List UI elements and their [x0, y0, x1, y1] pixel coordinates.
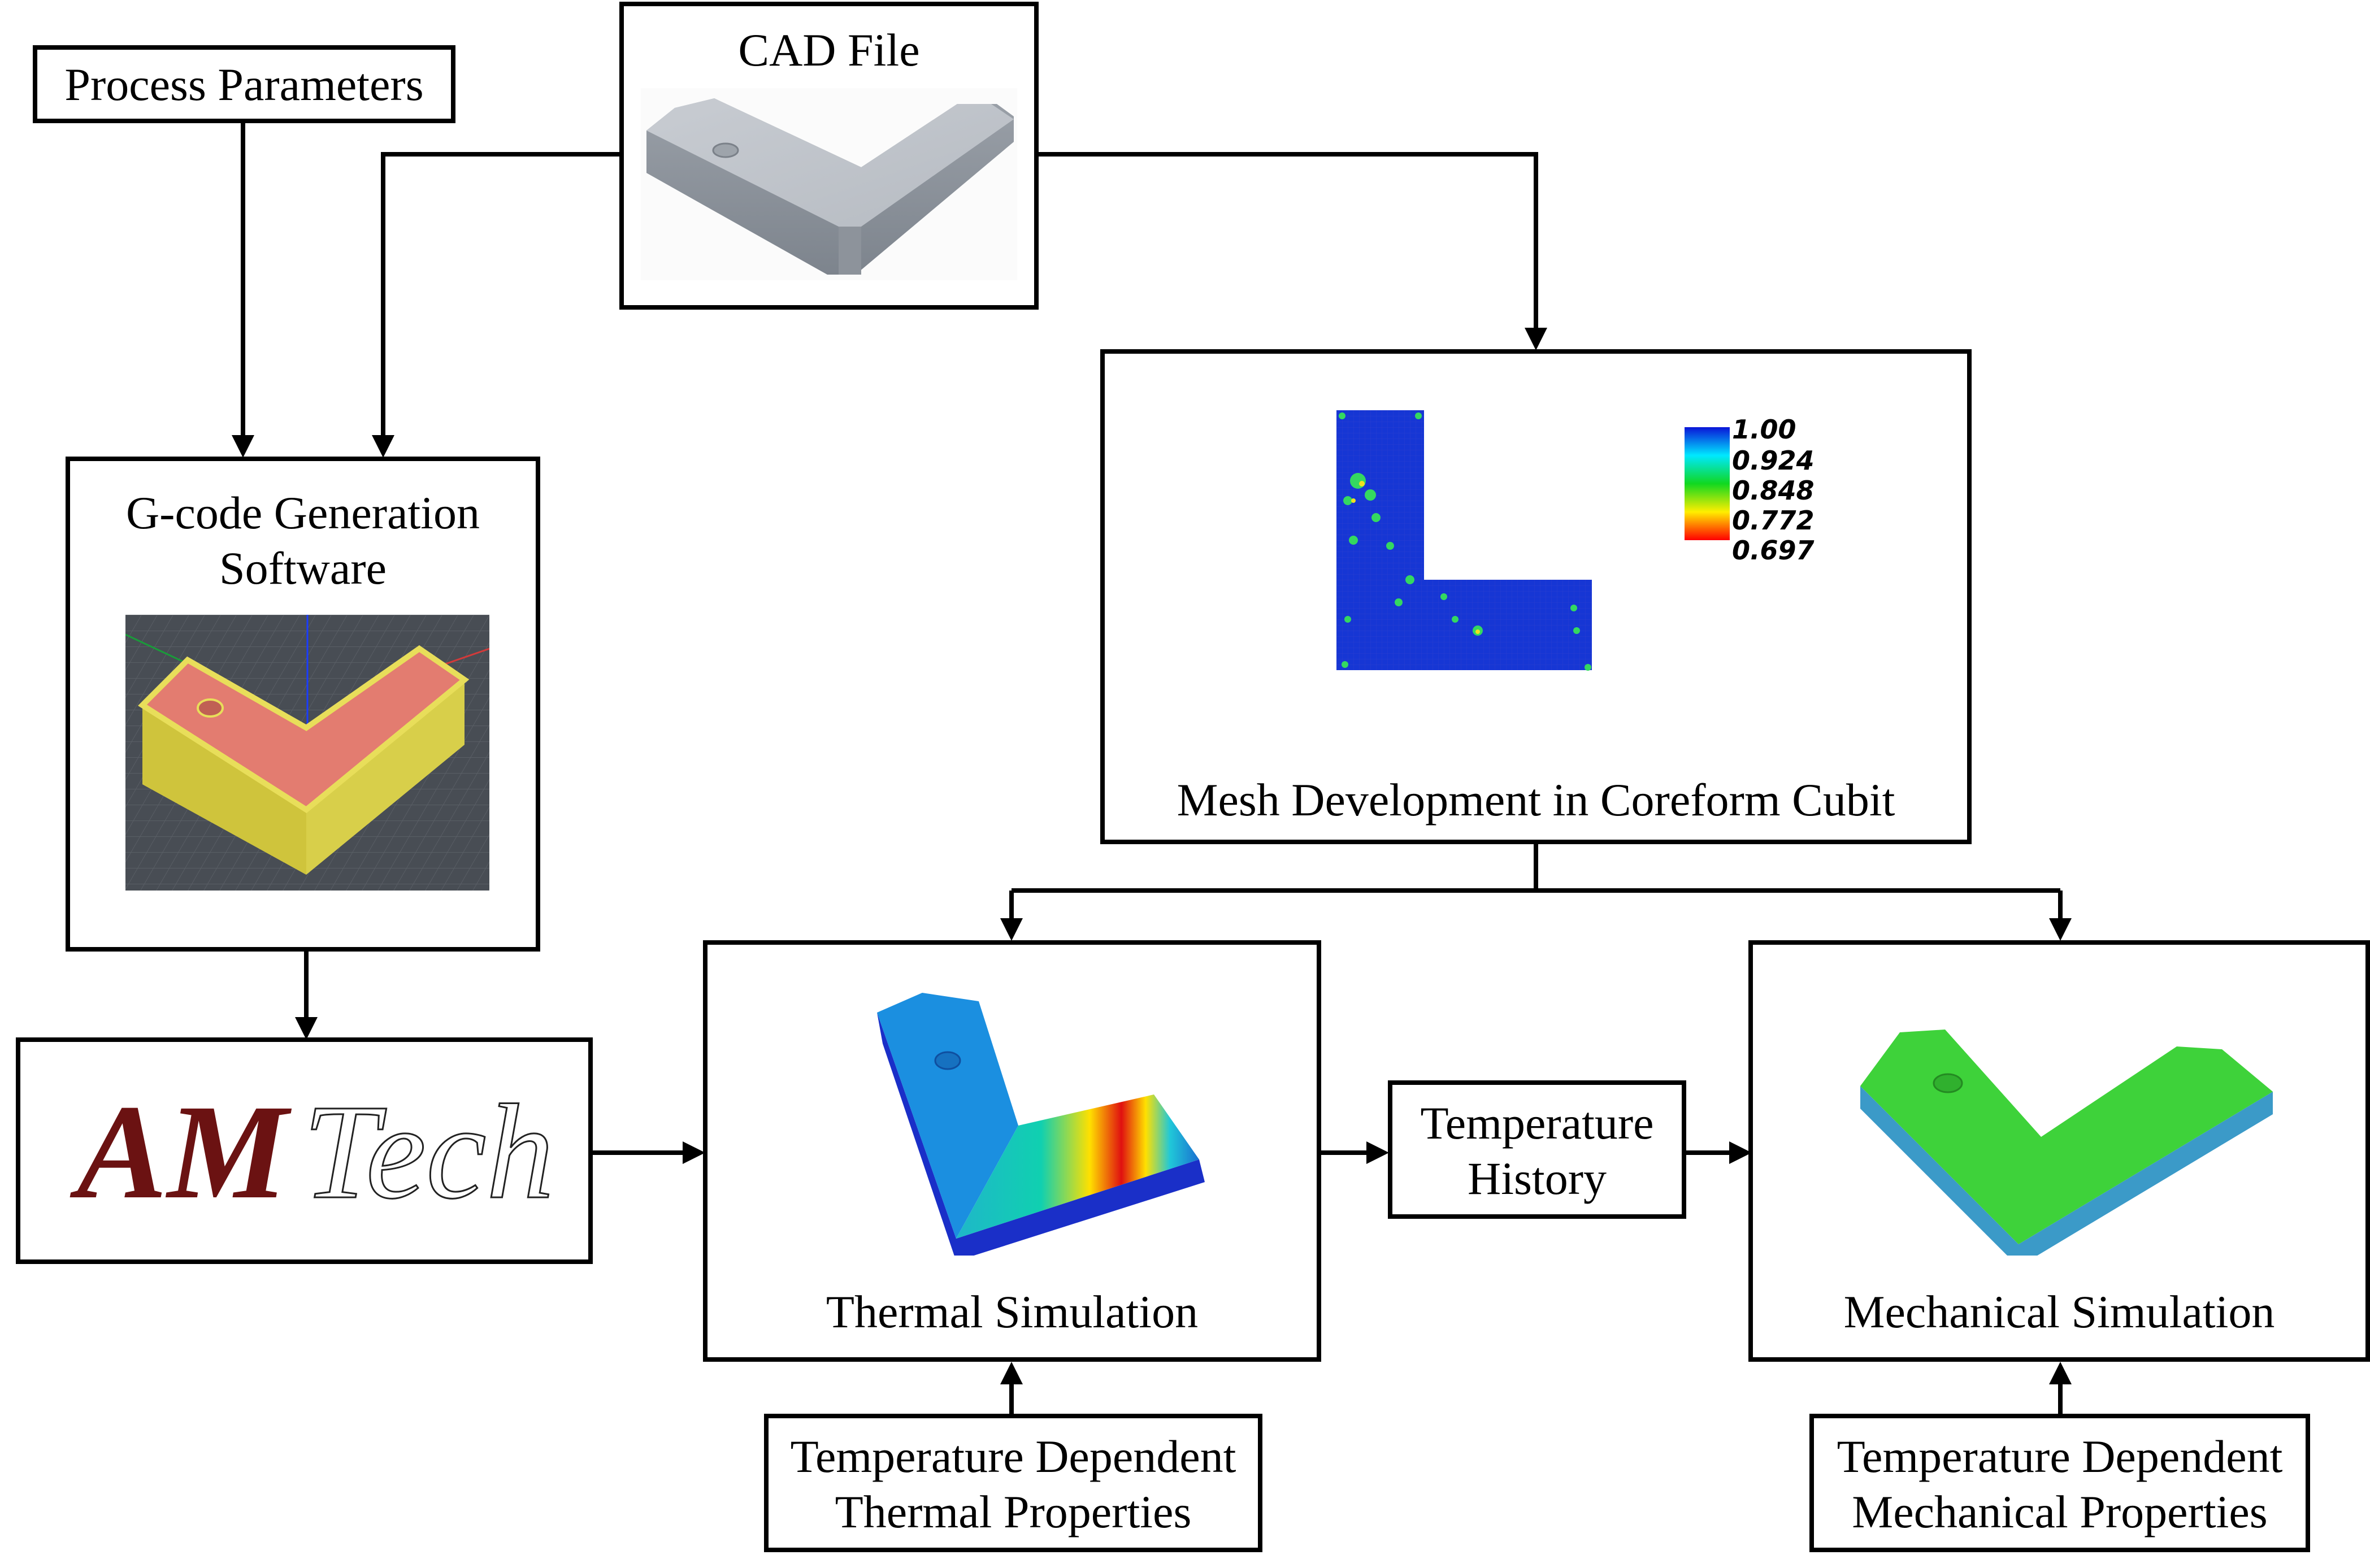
temperature-history-label-line1: Temperature — [1420, 1097, 1654, 1149]
mechanical-node: Mechanical Simulation — [1748, 940, 2370, 1362]
gcode-label-line2: Software — [219, 542, 387, 594]
temperature-history-label-line2: History — [1468, 1153, 1607, 1204]
gcode-label-line1: G-code Generation — [125, 487, 480, 538]
arrowhead — [372, 435, 394, 458]
cad-file-label: CAD File — [738, 24, 920, 76]
arrowhead — [2049, 918, 2072, 941]
colorbar-label-1: 1.00 — [1732, 414, 1796, 445]
mechanical-properties-label-line1: Temperature Dependent — [1837, 1431, 2283, 1482]
arrowhead — [1000, 1362, 1023, 1384]
edge-mesh-split — [1009, 842, 2063, 918]
edge-cad-to-gcode — [381, 152, 619, 435]
process-parameters-node: Process Parameters — [33, 45, 455, 123]
amtech-node: AM Tech — [16, 1037, 593, 1264]
mechanical-sim-image — [1860, 1030, 2273, 1256]
colorbar-label-5: 0.697 — [1732, 535, 1815, 566]
arrowhead — [1000, 918, 1023, 941]
gcode-node: G-code Generation Software — [66, 457, 540, 952]
arrowhead — [683, 1141, 705, 1164]
cad-file-node: CAD File — [619, 2, 1039, 310]
thermal-label: Thermal Simulation — [826, 1286, 1199, 1337]
thermal-properties-label-line2: Thermal Properties — [835, 1486, 1192, 1537]
mesh-label: Mesh Development in Coreform Cubit — [1177, 774, 1895, 826]
amtech-logo-am: AM — [70, 1076, 292, 1227]
cad-part-image — [641, 88, 1017, 280]
mechanical-properties-label-line2: Mechanical Properties — [1852, 1486, 2268, 1537]
arrowhead — [1729, 1141, 1752, 1164]
colorbar-label-4: 0.772 — [1732, 505, 1815, 536]
process-parameters-label: Process Parameters — [64, 59, 424, 110]
colorbar-label-2: 0.924 — [1732, 445, 1815, 476]
slicer-preview-image — [125, 615, 489, 891]
mechanical-label: Mechanical Simulation — [1843, 1286, 2275, 1337]
arrowhead — [232, 435, 254, 458]
colorbar-label-3: 0.848 — [1732, 475, 1815, 506]
mechanical-properties-node: Temperature Dependent Mechanical Propert… — [1809, 1414, 2310, 1552]
thermal-properties-label-line1: Temperature Dependent — [790, 1431, 1236, 1482]
arrowhead — [2049, 1362, 2072, 1384]
arrowhead — [295, 1017, 318, 1040]
thermal-node: Thermal Simulation — [703, 940, 1321, 1362]
thermal-sim-image — [877, 993, 1205, 1256]
edge-cad-to-mesh — [1037, 152, 1538, 328]
arrowhead — [1366, 1141, 1389, 1164]
mesh-node: 1.00 0.924 0.848 0.772 0.697 Mesh Develo… — [1100, 349, 1972, 844]
arrowhead — [1525, 328, 1547, 350]
mesh-quality-image: 1.00 0.924 0.848 0.772 0.697 — [1336, 410, 1815, 671]
thermal-properties-node: Temperature Dependent Thermal Properties — [764, 1414, 1262, 1552]
amtech-logo: AM Tech — [70, 1076, 555, 1228]
amtech-logo-tech: Tech — [303, 1076, 554, 1227]
temperature-history-node: Temperature History — [1388, 1080, 1686, 1219]
